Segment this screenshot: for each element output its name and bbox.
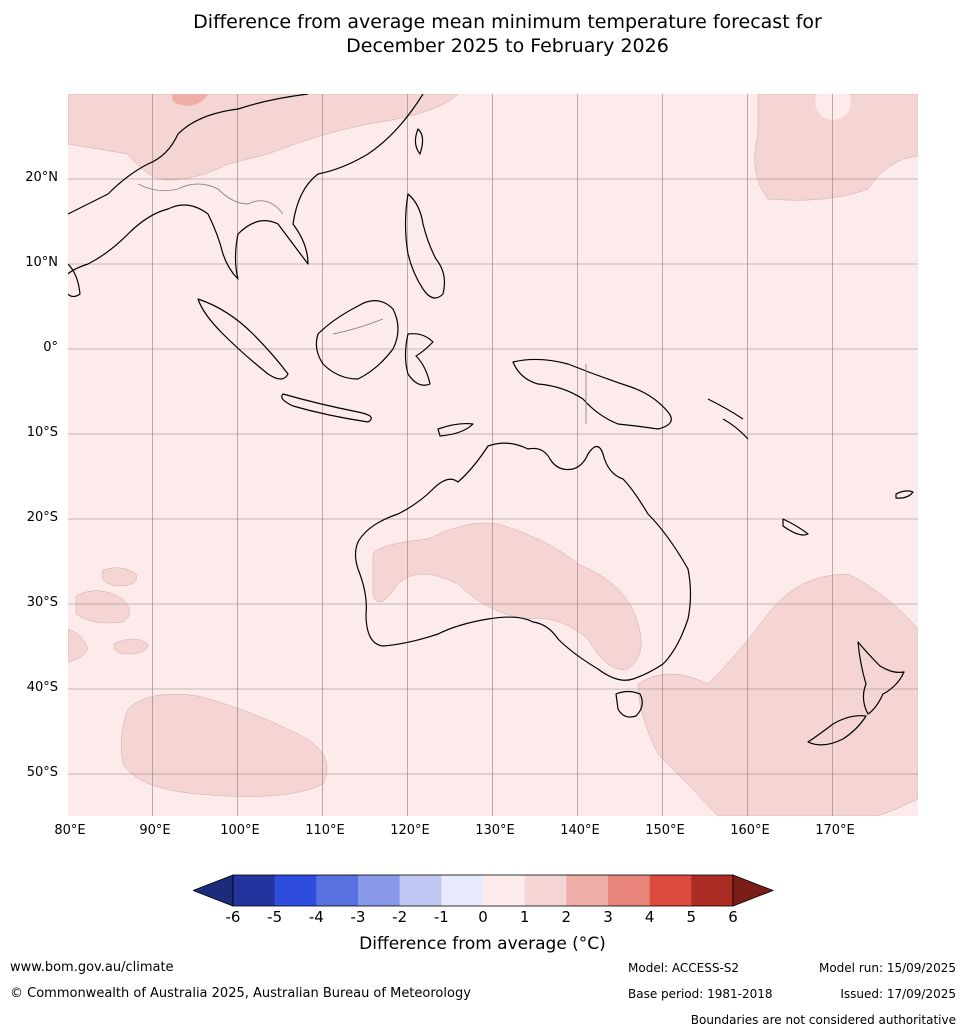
coast-borneo [315, 300, 399, 380]
lon-label-170e: 170°E [815, 823, 855, 838]
colorbar-tick-label: 3 [603, 908, 613, 926]
lon-label-110e: 110°E [305, 823, 345, 838]
coast-australia [354, 442, 692, 681]
coast-java [281, 393, 372, 423]
coast-philippines [404, 193, 446, 299]
footer-base-period: Base period: 1981-2018 [628, 987, 773, 1001]
anomaly-hotspot-north [172, 94, 208, 106]
anomaly-region-north [68, 94, 459, 181]
lon-label-130e: 130°E [475, 823, 515, 838]
colorbar-tick-label: 6 [728, 908, 738, 926]
lon-label-160e: 160°E [730, 823, 770, 838]
footer-website[interactable]: www.bom.gov.au/climate [10, 960, 174, 975]
colorbar-under-arrow [191, 874, 234, 907]
colorbar-cell [316, 875, 359, 906]
colorbar [191, 874, 775, 912]
colorbar-cell [524, 875, 567, 906]
colorbar-label: Difference from average (°C) [359, 934, 606, 954]
lon-label-140e: 140°E [560, 823, 600, 838]
colorbar-cell [649, 875, 692, 906]
graticule [68, 94, 918, 816]
colorbar-tick-label: 1 [519, 908, 530, 926]
footer-copyright: © Commonwealth of Australia 2025, Austra… [10, 986, 471, 1001]
footer-model: Model: ACCESS-S2 [628, 961, 740, 975]
colorbar-cell [274, 875, 317, 906]
lat-label-0: 0° [43, 340, 58, 355]
colorbar-tick-label: -3 [350, 908, 366, 926]
border-borneo [332, 318, 384, 335]
lat-label-50s: 50°S [26, 765, 58, 780]
coastlines [68, 94, 914, 746]
coast-solomons [707, 398, 749, 440]
anomaly-region-west-1 [101, 567, 137, 587]
colorbar-tick-label: -2 [392, 908, 408, 926]
map-title: Difference from average mean minimum tem… [0, 10, 965, 58]
forecast-map [68, 94, 918, 816]
footer-model-run: Model run: 15/09/2025 [818, 961, 956, 975]
colorbar-tick-label: 2 [561, 908, 572, 926]
colorbar-tick-label: -1 [433, 908, 449, 926]
lat-label-10s: 10°S [26, 425, 58, 440]
map-canvas [68, 94, 918, 816]
anomaly-region-australia [372, 522, 642, 670]
country-borders [137, 183, 587, 424]
title-line-1: Difference from average mean minimum tem… [193, 11, 822, 33]
colorbar-cell [566, 875, 609, 906]
anomaly-region-west-3 [113, 638, 149, 655]
colorbar-svg [191, 874, 775, 907]
anomaly-region-nw-pacific [754, 94, 918, 201]
coast-tasmania [615, 690, 643, 718]
coast-new-guinea [512, 358, 672, 430]
lat-label-20n: 20°N [25, 170, 58, 185]
coast-taiwan [414, 128, 424, 155]
colorbar-cell [441, 875, 484, 906]
footer-issued: Issued: 17/09/2025 [840, 987, 956, 1001]
lon-label-80e: 80°E [54, 823, 86, 838]
colorbar-over-arrow [732, 874, 775, 907]
anomaly-hole [815, 94, 851, 120]
coast-new-zealand-north [857, 641, 905, 715]
colorbar-cell [691, 875, 734, 906]
colorbar-tick-label: 0 [478, 908, 488, 926]
coast-fiji [895, 490, 914, 499]
lat-label-10n: 10°N [25, 255, 58, 270]
lon-label-100e: 100°E [220, 823, 260, 838]
coast-sulawesi [404, 333, 434, 386]
coast-asia-mainland [68, 94, 424, 280]
coast-sumatra [197, 298, 289, 380]
border-asia [137, 183, 284, 215]
lat-label-30s: 30°S [26, 595, 58, 610]
anomaly-region-west-2 [75, 590, 130, 624]
footer-disclaimer: Boundaries are not considered authoritat… [690, 1013, 956, 1027]
coast-vanuatu [782, 518, 809, 536]
colorbar-tick-label: -6 [225, 908, 241, 926]
anomaly-region-south-indian [121, 693, 328, 797]
coast-india-tip [68, 263, 81, 298]
colorbar-cell [233, 875, 275, 906]
colorbar-cell [483, 875, 525, 906]
colorbar-tick-label: -4 [308, 908, 324, 926]
colorbar-tick-label: 5 [686, 908, 697, 926]
coast-timor [437, 422, 474, 437]
colorbar-cell [399, 875, 442, 906]
anomaly-region-west-4 [68, 628, 89, 663]
colorbar-cell [608, 875, 650, 906]
title-line-2: December 2025 to February 2026 [346, 35, 669, 57]
coast-new-zealand-south [807, 715, 867, 746]
lon-label-120e: 120°E [390, 823, 430, 838]
lat-label-40s: 40°S [26, 680, 58, 695]
anomaly-region-tasman [637, 573, 918, 816]
colorbar-cell [358, 875, 400, 906]
colorbar-frame [232, 874, 734, 907]
lon-label-90e: 90°E [139, 823, 171, 838]
lat-label-20s: 20°S [26, 510, 58, 525]
colorbar-tick-label: 4 [644, 908, 655, 926]
colorbar-tick-label: -5 [267, 908, 283, 926]
lon-label-150e: 150°E [645, 823, 685, 838]
